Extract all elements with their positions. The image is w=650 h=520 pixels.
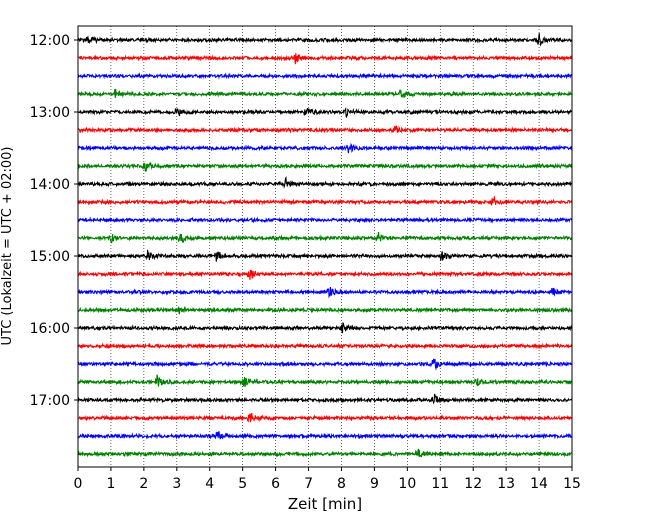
x-tick-label: 15 — [563, 476, 581, 492]
trace-line — [77, 412, 573, 424]
x-tick-label: 8 — [337, 476, 346, 492]
x-tick-label: 9 — [370, 476, 379, 492]
x-tick-label: 11 — [431, 476, 449, 492]
plot-frame — [77, 25, 573, 468]
x-tick-label: 6 — [271, 476, 280, 492]
trace-line — [77, 321, 573, 334]
trace-line — [77, 88, 573, 99]
trace-line — [77, 125, 573, 134]
trace-line — [77, 231, 573, 244]
x-tick-label: 2 — [139, 476, 148, 492]
trace-line — [77, 216, 573, 224]
x-tick-label: 7 — [304, 476, 313, 492]
trace-line — [77, 33, 573, 47]
x-tick-label: 1 — [106, 476, 115, 492]
y-axis-ticks: 12:00 13:00 14:00 15:00 16:00 17:00 — [30, 33, 78, 409]
trace-line — [77, 358, 573, 371]
x-tick-label: 3 — [172, 476, 181, 492]
x-tick-label: 13 — [497, 476, 515, 492]
x-tick-label: 0 — [74, 476, 83, 492]
trace-line — [77, 53, 573, 65]
trace-line — [77, 286, 573, 299]
trace-line — [77, 448, 573, 458]
y-tick-label: 13:00 — [30, 105, 70, 121]
x-tick-label: 10 — [398, 476, 416, 492]
y-axis-label: UTC (Lokalzeit = UTC + 02:00) — [0, 147, 15, 346]
trace-line — [77, 431, 573, 440]
trace-line — [77, 72, 573, 80]
trace-line — [77, 374, 573, 387]
trace-line — [77, 196, 573, 206]
x-tick-label: 14 — [530, 476, 548, 492]
x-axis-label: Zeit [min] — [288, 495, 362, 513]
y-tick-label: 15:00 — [30, 249, 70, 265]
x-tick-label: 5 — [238, 476, 247, 492]
x-axis-ticks: 0 1 2 3 4 5 6 7 8 9 10 11 12 13 14 15 — [74, 467, 581, 492]
trace-series — [77, 33, 573, 458]
trace-line — [77, 107, 573, 119]
trace-line — [77, 249, 573, 262]
y-tick-label: 14:00 — [30, 177, 70, 193]
y-tick-label: 16:00 — [30, 321, 70, 337]
trace-line — [77, 342, 573, 350]
trace-line — [77, 269, 573, 280]
x-tick-label: 4 — [205, 476, 214, 492]
trace-line — [77, 161, 573, 172]
trace-line — [77, 393, 573, 405]
y-tick-label: 17:00 — [30, 393, 70, 409]
trace-line — [77, 142, 573, 154]
y-tick-label: 12:00 — [30, 33, 70, 49]
trace-line — [77, 176, 573, 189]
trace-line — [77, 306, 573, 315]
x-tick-label: 12 — [464, 476, 482, 492]
